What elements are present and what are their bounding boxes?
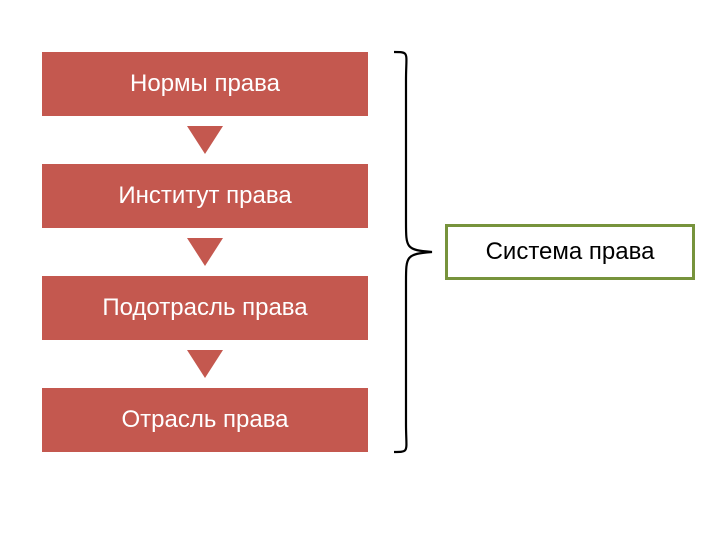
arrow-down bbox=[40, 342, 370, 386]
result-box-sistema-prava: Система права bbox=[445, 224, 695, 280]
left-column: Нормы права Институт права Подотрасль пр… bbox=[40, 50, 370, 454]
arrow-down bbox=[40, 230, 370, 274]
box-normy-prava: Нормы права bbox=[40, 50, 370, 118]
arrow-down-icon bbox=[187, 126, 223, 154]
box-label: Отрасль права bbox=[121, 406, 288, 434]
box-podotrasl-prava: Подотрасль права bbox=[40, 274, 370, 342]
curly-brace-icon bbox=[392, 50, 434, 454]
box-institut-prava: Институт права bbox=[40, 162, 370, 230]
box-label: Институт права bbox=[118, 182, 291, 210]
arrow-down-icon bbox=[187, 350, 223, 378]
arrow-down-icon bbox=[187, 238, 223, 266]
result-label: Система права bbox=[486, 238, 655, 266]
box-label: Нормы права bbox=[130, 70, 280, 98]
box-label: Подотрасль права bbox=[102, 294, 307, 322]
box-otrasl-prava: Отрасль права bbox=[40, 386, 370, 454]
arrow-down bbox=[40, 118, 370, 162]
